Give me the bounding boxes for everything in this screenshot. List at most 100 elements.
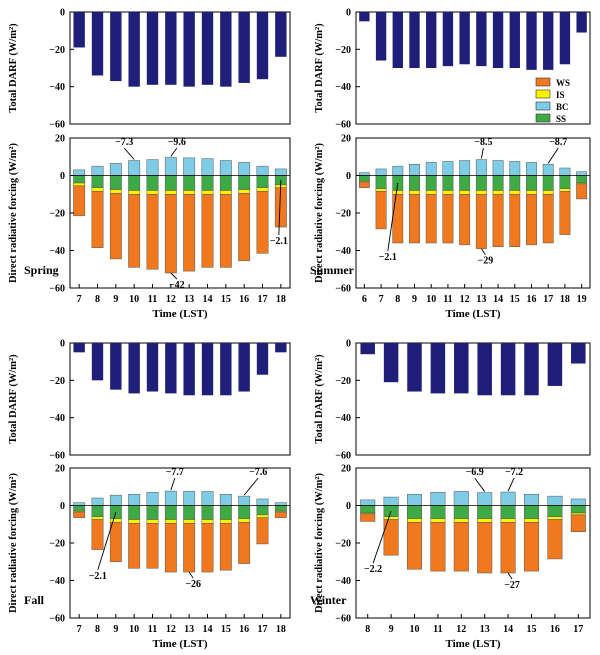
total-bar (509, 12, 520, 68)
y-tick-label: −20 (335, 376, 351, 387)
annotation-leader (97, 511, 117, 570)
is-bar (375, 188, 387, 192)
bc-bar (256, 165, 269, 176)
season-label: Spring (24, 263, 59, 277)
is-bar (256, 187, 269, 192)
total-bar (476, 12, 487, 67)
total-bar (91, 343, 104, 381)
bc-bar (509, 161, 521, 176)
ss-bar (201, 505, 214, 520)
bc-bar (109, 494, 122, 506)
ss-bar (256, 505, 269, 516)
ss-bar (475, 175, 487, 191)
bc-bar (73, 502, 86, 506)
panel-fall: 0 −20 −40 −60 Total DARF (W/m²) 20 0 −20 −40 −60 7… (8, 339, 291, 650)
ss-bar (146, 175, 159, 191)
x-tick-label: 11 (148, 294, 157, 305)
total-bar (426, 12, 437, 68)
ws-bar (559, 191, 571, 235)
ws-bar (238, 193, 251, 262)
is-bar (201, 519, 214, 524)
total-bar (238, 12, 250, 83)
y-tick-label: 0 (60, 8, 65, 19)
total-bar (110, 343, 122, 390)
x-axis-label: Time (LST) (445, 308, 500, 320)
ws-bar (109, 193, 122, 260)
x-tick-label: 13 (480, 624, 490, 635)
x-tick-label: 11 (148, 624, 157, 635)
season-label: Winter (310, 593, 347, 607)
x-tick-label: 15 (510, 294, 520, 305)
is-bar (183, 190, 196, 195)
bc-bar (500, 491, 516, 506)
x-tick-label: 7 (77, 624, 82, 635)
is-bar (164, 519, 177, 524)
x-tick-label: 13 (184, 624, 194, 635)
ss-bar (219, 505, 232, 520)
is-bar (219, 519, 232, 524)
total-bar (91, 12, 104, 76)
ws-bar (256, 517, 269, 545)
x-tick-label: 10 (129, 294, 139, 305)
bc-bar (219, 160, 232, 176)
ws-bar (358, 181, 370, 188)
bc-bar (358, 172, 370, 176)
bc-bar (406, 494, 423, 506)
bc-bar (146, 492, 159, 506)
annotation-label: −26 (185, 579, 201, 590)
component-axes-frame (355, 137, 591, 289)
ss-bar (453, 505, 469, 519)
y-tick-label: −60 (335, 284, 351, 295)
annotation-leader (243, 477, 259, 496)
ss-bar (274, 505, 287, 512)
total-bar (524, 343, 539, 396)
annotation-label: −27 (504, 580, 520, 591)
bc-bar (526, 162, 537, 176)
total-bar (559, 12, 571, 65)
bc-bar (475, 159, 487, 176)
y-tick-label: −40 (49, 82, 65, 93)
is-bar (109, 518, 122, 523)
total-bar (275, 12, 287, 57)
total-bar (430, 343, 446, 394)
ws-bar (219, 194, 232, 268)
ws-bar (201, 523, 214, 573)
bc-bar (274, 502, 287, 506)
total-bar (407, 343, 422, 392)
ss-bar (128, 505, 141, 520)
bc-bar (91, 165, 104, 176)
annotation-label: −7.3 (115, 137, 133, 148)
is-bar (383, 516, 399, 520)
legend-swatch-ss (535, 113, 551, 123)
bc-bar (164, 157, 177, 176)
bc-bar (360, 499, 376, 506)
ws-bar (146, 523, 159, 569)
total-bar (256, 12, 269, 80)
y-tick-label: −60 (49, 120, 65, 131)
y-tick-label: 20 (55, 464, 65, 475)
ws-bar (73, 185, 86, 217)
legend-swatch-is (535, 89, 551, 99)
annotation-leader (387, 182, 399, 252)
is-bar (73, 182, 86, 187)
total-bar (128, 12, 140, 87)
ws-bar (91, 519, 104, 550)
ss-bar (109, 175, 122, 190)
ss-bar (509, 175, 521, 191)
annotation-leader (480, 147, 484, 159)
annotation-label: −2.1 (270, 236, 288, 247)
is-bar (559, 188, 571, 192)
ss-bar (183, 505, 196, 520)
bc-bar (559, 167, 571, 176)
ws-bar (383, 519, 399, 556)
x-axis-label: Time (LST) (152, 638, 207, 650)
is-bar (91, 187, 104, 192)
bc-bar (523, 494, 540, 506)
bc-bar (547, 495, 563, 506)
bc-bar (219, 494, 232, 506)
component-forcing-chart: 20 0 −20 −40 −60 6 7 8 9 10 11 12 13 14 15 16 17 18 19 Dire… (310, 134, 591, 320)
ws-bar (459, 194, 471, 246)
annotation-label: −8.5 (474, 137, 492, 148)
ws-bar (219, 523, 232, 571)
